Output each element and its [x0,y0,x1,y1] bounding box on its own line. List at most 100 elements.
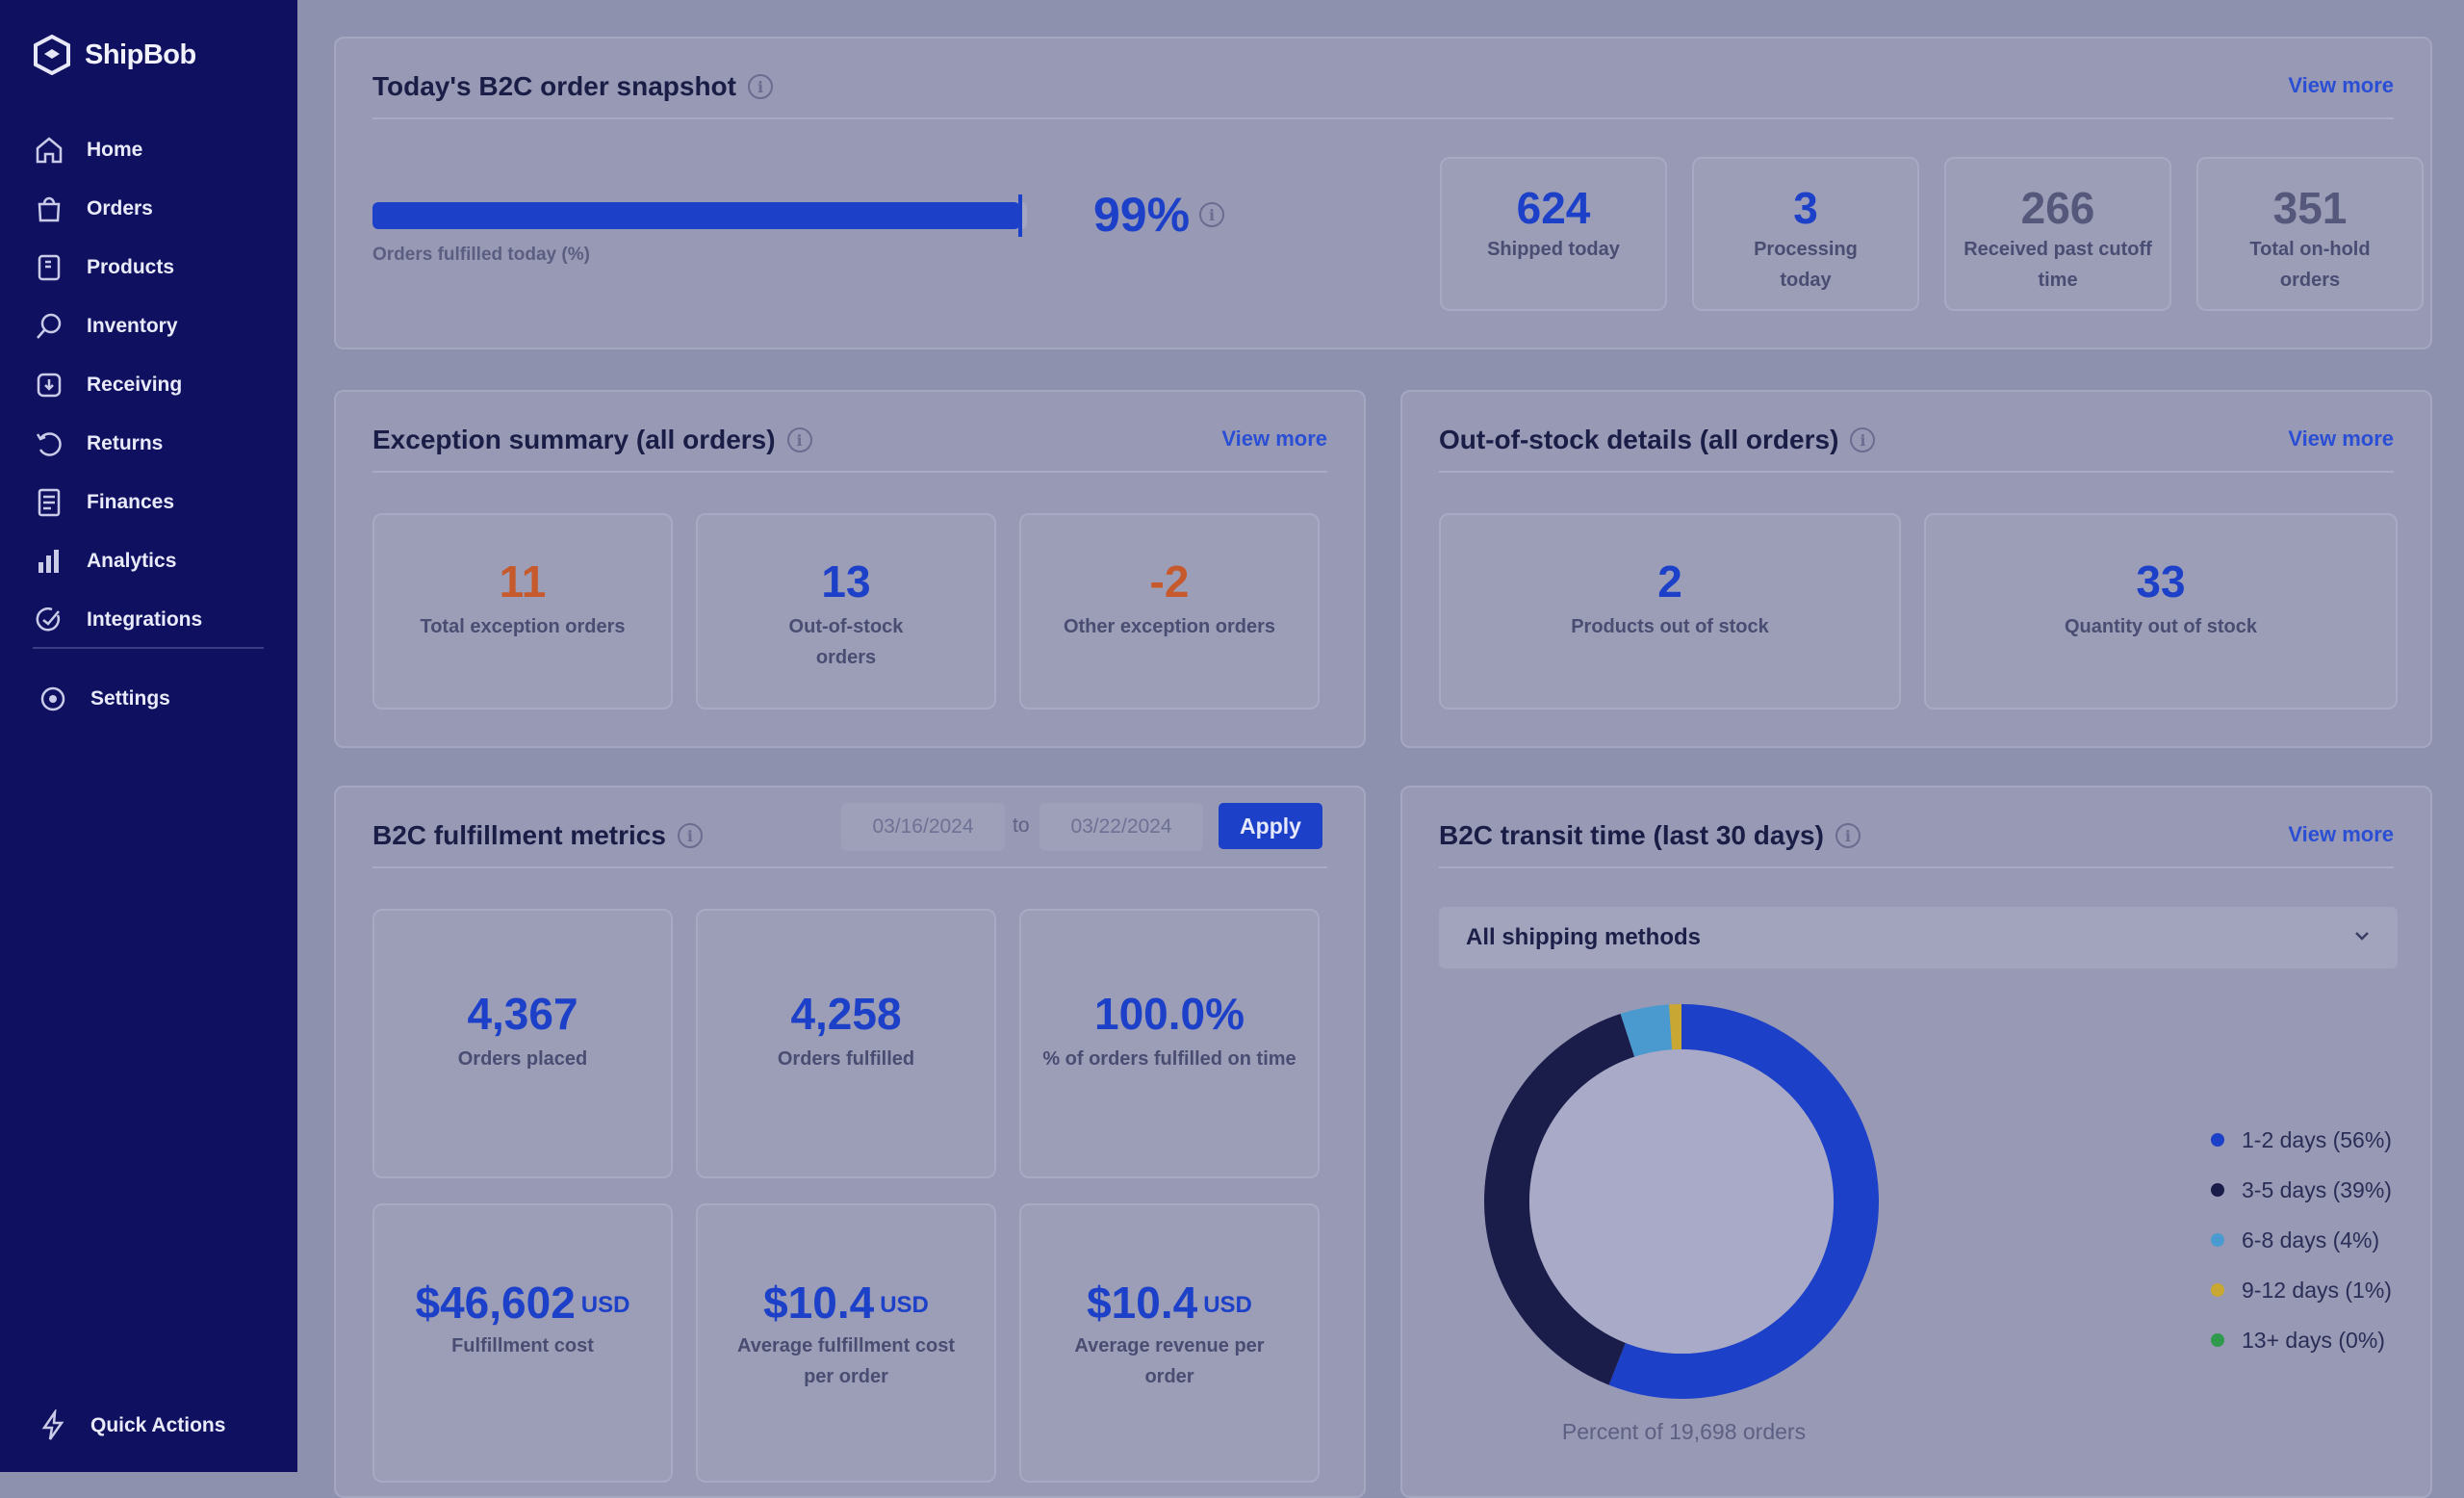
stat-label: Total exception orders [420,616,626,637]
stat-value: 351 [2272,183,2348,233]
info-icon[interactable]: i [1199,202,1225,227]
card-title-text: B2C fulfillment metrics [372,820,666,850]
legend-item[interactable]: 9-12 days (1%) [2211,1265,2392,1315]
legend-dot [2211,1283,2224,1297]
apply-button[interactable]: Apply [1219,803,1322,849]
sidebar-item-label: Returns [87,431,164,454]
legend-item[interactable]: 3-5 days (39%) [2211,1165,2392,1215]
transit-donut-chart [1484,1004,1879,1399]
stat-value: 13 [821,556,871,607]
sidebar-item-integrations[interactable]: Integrations [29,590,270,649]
stat-label: % of orders fulfilled on time [1042,1048,1296,1070]
legend-item[interactable]: 13+ days (0%) [2211,1315,2392,1365]
sidebar-item-inventory[interactable]: Inventory [29,297,270,355]
exceptions-view-more-link[interactable]: View more [1221,426,1327,451]
select-value: All shipping methods [1466,924,1701,950]
transit-time-title: B2C transit time (last 30 days) i [1439,820,1861,851]
date-to-input[interactable]: 03/22/2024 [1040,803,1203,851]
date-from-input[interactable]: 03/16/2024 [841,803,1005,851]
legend-dot [2211,1233,2224,1247]
card-title-text: Out-of-stock details (all orders) [1439,425,1839,454]
stat-value: 11 [499,556,547,607]
legend-label: 13+ days (0%) [2242,1327,2385,1353]
shipbob-logo-icon [34,35,70,75]
sidebar-item-label: Integrations [87,607,203,631]
stat-value: $10.4 [763,1278,875,1328]
stat-label: Shipped today [1487,239,1620,260]
sidebar-item-settings[interactable]: Settings [33,669,170,728]
quick-actions-button[interactable]: Quick Actions [33,1396,225,1455]
analytics-icon [33,545,65,578]
info-icon[interactable]: i [1835,823,1861,848]
out-of-stock-view-more-link[interactable]: View more [2288,426,2394,451]
transit-time-card: B2C transit time (last 30 days) i View m… [1400,786,2432,1498]
legend-item[interactable]: 1-2 days (56%) [2211,1115,2392,1165]
legend-dot [2211,1133,2224,1147]
app-name: ShipBob [85,39,196,70]
inventory-icon [33,310,65,343]
currency-unit: USD [880,1291,929,1318]
stat-value: 4,367 [467,989,578,1039]
stat-tile: 4,258 Orders fulfilled [696,909,996,1178]
sidebar-item-returns[interactable]: Returns [29,414,270,473]
shipping-method-select[interactable]: All shipping methods [1439,907,2398,969]
receiving-icon [33,369,65,401]
legend-label: 6-8 days (4%) [2242,1227,2380,1253]
stat-label: Orders placed [457,1048,588,1070]
card-divider [1439,866,2394,868]
stat-value-wrap: $46,602 USD [374,1280,671,1325]
stat-tile: 11 Total exception orders [372,513,673,710]
exception-summary-card: Exception summary (all orders) i View mo… [334,390,1366,748]
legend-label: 3-5 days (39%) [2242,1176,2392,1202]
legend-dot [2211,1333,2224,1347]
info-icon[interactable]: i [786,427,812,452]
stat-value: 33 [2136,556,2186,607]
sidebar-item-orders[interactable]: Orders [29,179,270,238]
donut-segment-3-5-days[interactable] [1484,1014,1635,1385]
main-content: Today's B2C order snapshot i View more O… [297,0,2464,1498]
out-of-stock-title: Out-of-stock details (all orders) i [1439,425,1876,455]
donut-segment-6-8-days[interactable] [1620,1004,1673,1057]
stat-value: 4,258 [790,989,902,1039]
sidebar-item-finances[interactable]: Finances [29,473,270,531]
card-title-text: B2C transit time (last 30 days) [1439,820,1824,850]
sidebar-item-receiving[interactable]: Receiving [29,355,270,414]
stat-label: Received past cutoff time [1964,239,2152,291]
stat-value: 2 [1657,556,1682,607]
stat-label: Average revenue per order [1074,1335,1265,1387]
integrations-icon [33,604,65,636]
sidebar-item-label: Home [87,138,143,161]
snapshot-title: Today's B2C order snapshot i [372,71,773,102]
sidebar-item-label: Inventory [87,314,178,337]
snapshot-card: Today's B2C order snapshot i View more O… [334,37,2432,349]
sidebar-item-home[interactable]: Home [29,120,270,179]
card-divider [372,117,2394,119]
snapshot-view-more-link[interactable]: View more [2288,73,2394,97]
info-icon[interactable]: i [1850,427,1876,452]
donut-center [1529,1049,1834,1354]
transit-view-more-link[interactable]: View more [2288,822,2394,846]
quick-actions-label: Quick Actions [90,1413,226,1436]
legend-label: 9-12 days (1%) [2242,1277,2392,1303]
stat-label: Products out of stock [1571,616,1769,637]
stat-tile: $10.4 USD Average revenue per order [1019,1203,1320,1483]
sidebar-item-analytics[interactable]: Analytics [29,531,270,590]
stat-value: 624 [1516,183,1591,233]
legend-item[interactable]: 6-8 days (4%) [2211,1215,2392,1265]
sidebar-item-label: Products [87,255,175,278]
sidebar-divider [33,647,264,649]
sidebar-item-label: Analytics [87,549,177,572]
stat-label: Orders fulfilled [777,1048,915,1070]
sidebar-item-products[interactable]: Products [29,238,270,297]
stat-label: Total on-hold orders [2249,239,2371,291]
donut-segment-1-2-days[interactable] [1608,1004,1879,1399]
stat-label: Processing today [1754,239,1858,291]
donut-segment-9-12-days[interactable] [1669,1004,1681,1050]
stat-value: 266 [2020,183,2095,233]
stat-label: Fulfillment cost [451,1335,594,1356]
info-icon[interactable]: i [748,74,773,99]
info-icon[interactable]: i [677,823,703,848]
progress-label: Orders fulfilled today (%) [372,245,590,265]
app-logo[interactable]: ShipBob [33,35,196,75]
stat-label: Other exception orders [1063,616,1276,637]
